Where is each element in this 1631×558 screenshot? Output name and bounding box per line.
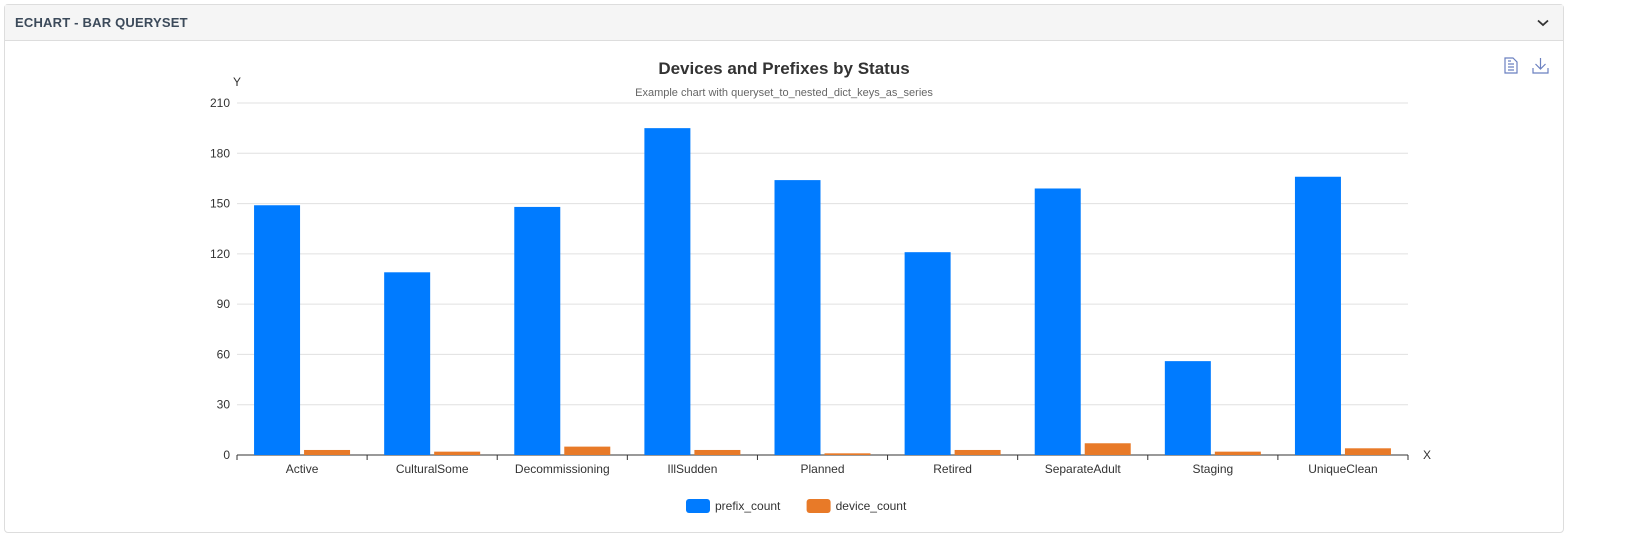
chart-toolbox bbox=[1504, 57, 1549, 79]
x-axis-label: X bbox=[1423, 448, 1431, 462]
panel-title: ECHART - BAR QUERYSET bbox=[15, 15, 188, 30]
bar-device_count bbox=[304, 449, 351, 455]
bar-prefix_count bbox=[904, 252, 951, 455]
bar-prefix_count bbox=[514, 206, 561, 455]
x-tick-label: Retired bbox=[933, 462, 972, 476]
data-view-icon[interactable] bbox=[1504, 57, 1518, 79]
chart-title: Devices and Prefixes by Status bbox=[658, 59, 909, 78]
legend-swatch-device_count bbox=[806, 499, 831, 513]
y-tick-label: 150 bbox=[210, 197, 230, 211]
bar-prefix_count bbox=[1294, 176, 1341, 455]
y-tick-label: 90 bbox=[217, 297, 231, 311]
chevron-down-icon[interactable] bbox=[1537, 15, 1549, 30]
chart-subtitle: Example chart with queryset_to_nested_di… bbox=[635, 87, 933, 99]
bar-device_count bbox=[954, 449, 1001, 455]
x-tick-label: Planned bbox=[800, 462, 844, 476]
x-tick-label: SeparateAdult bbox=[1045, 462, 1122, 476]
x-tick-label: IllSudden bbox=[667, 462, 717, 476]
bar-prefix_count bbox=[254, 205, 301, 455]
bar-device_count bbox=[1214, 451, 1261, 455]
legend-swatch-prefix_count bbox=[686, 499, 710, 513]
bar-prefix_count bbox=[644, 128, 691, 455]
y-tick-label: 60 bbox=[217, 347, 231, 361]
x-tick-label: Active bbox=[286, 462, 319, 476]
bar-device_count bbox=[1084, 443, 1131, 455]
y-axis-label: Y bbox=[233, 75, 241, 89]
y-tick-label: 120 bbox=[210, 247, 230, 261]
bar-device_count bbox=[694, 449, 741, 455]
y-tick-label: 30 bbox=[217, 398, 231, 412]
bar-prefix_count bbox=[384, 272, 431, 455]
bar-device_count bbox=[434, 451, 481, 455]
download-icon[interactable] bbox=[1532, 57, 1549, 79]
legend-label-device_count: device_count bbox=[836, 499, 907, 513]
x-tick-label: CulturalSome bbox=[396, 462, 469, 476]
bar-prefix_count bbox=[1034, 188, 1081, 455]
bar-prefix_count bbox=[1164, 361, 1211, 455]
legend-label-prefix_count: prefix_count bbox=[715, 499, 781, 513]
y-tick-label: 210 bbox=[210, 96, 230, 110]
bar-device_count bbox=[564, 446, 611, 455]
panel-header[interactable]: ECHART - BAR QUERYSET bbox=[5, 5, 1563, 41]
bar-device_count bbox=[824, 453, 871, 455]
x-tick-label: Decommissioning bbox=[515, 462, 610, 476]
bar-device_count bbox=[1344, 448, 1391, 455]
x-tick-label: UniqueClean bbox=[1308, 462, 1377, 476]
bar-prefix_count bbox=[774, 180, 821, 455]
y-tick-label: 180 bbox=[210, 146, 230, 160]
x-tick-label: Staging bbox=[1192, 462, 1233, 476]
y-tick-label: 0 bbox=[223, 448, 230, 462]
